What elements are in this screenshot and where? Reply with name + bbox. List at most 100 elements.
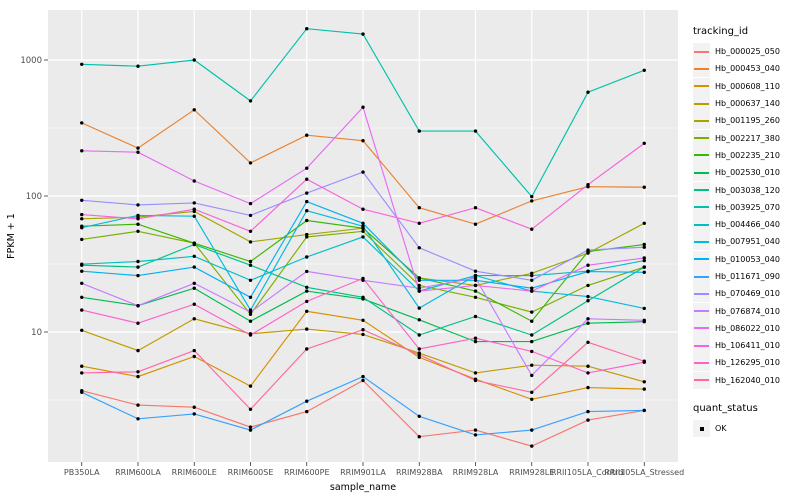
data-point-Hb_003038_120[interactable]: [473, 314, 478, 319]
legend-item-ok[interactable]: OK: [693, 420, 799, 438]
legend-item-Hb_003038_120[interactable]: Hb_003038_120: [693, 181, 799, 199]
data-point-Hb_011671_090[interactable]: [530, 428, 534, 432]
data-point-Hb_000453_040[interactable]: [642, 185, 646, 189]
data-point-Hb_086022_010[interactable]: [586, 263, 590, 267]
data-point-Hb_106411_010[interactable]: [305, 177, 309, 181]
data-point-Hb_004466_040[interactable]: [80, 262, 84, 266]
data-point-Hb_126295_010[interactable]: [586, 371, 590, 375]
data-point-Hb_070469_010[interactable]: [586, 248, 590, 252]
legend-item-Hb_001195_260[interactable]: Hb_001195_260: [693, 112, 799, 130]
data-point-Hb_106411_010[interactable]: [530, 227, 534, 231]
data-point-Hb_002530_010[interactable]: [80, 295, 84, 299]
legend-item-Hb_002530_010[interactable]: Hb_002530_010: [693, 164, 799, 182]
data-point-Hb_070469_010[interactable]: [305, 191, 309, 195]
data-point-Hb_003925_070[interactable]: [80, 62, 84, 66]
data-point-Hb_000025_050[interactable]: [192, 405, 196, 409]
data-point-Hb_003925_070[interactable]: [586, 90, 590, 94]
data-point-Hb_000453_040[interactable]: [136, 146, 140, 150]
data-point-Hb_000608_110[interactable]: [530, 397, 534, 401]
data-point-Hb_003925_070[interactable]: [136, 64, 140, 68]
data-point-Hb_007951_040[interactable]: [136, 213, 140, 218]
data-point-Hb_011671_090[interactable]: [248, 428, 253, 432]
data-point-Hb_010053_040[interactable]: [473, 278, 478, 282]
data-point-Hb_004466_040[interactable]: [248, 278, 253, 282]
data-point-Hb_002217_380[interactable]: [417, 283, 421, 288]
data-point-Hb_076874_010[interactable]: [192, 281, 196, 285]
data-point-Hb_126295_010[interactable]: [305, 299, 309, 304]
data-point-Hb_000637_140[interactable]: [530, 363, 534, 367]
data-point-Hb_003925_070[interactable]: [417, 129, 421, 133]
data-point-Hb_000453_040[interactable]: [248, 161, 253, 165]
data-point-Hb_002217_380[interactable]: [136, 229, 140, 233]
data-point-Hb_004466_040[interactable]: [642, 258, 646, 263]
data-point-Hb_106411_010[interactable]: [586, 183, 590, 187]
data-point-Hb_007951_040[interactable]: [417, 306, 421, 310]
legend-item-Hb_000453_040[interactable]: Hb_000453_040: [693, 60, 799, 78]
data-point-Hb_070469_010[interactable]: [361, 170, 365, 174]
data-point-Hb_010053_040[interactable]: [586, 269, 590, 274]
data-point-Hb_086022_010[interactable]: [417, 289, 421, 293]
data-point-Hb_001195_260[interactable]: [80, 217, 84, 221]
data-point-Hb_106411_010[interactable]: [248, 229, 253, 233]
data-point-Hb_003038_120[interactable]: [136, 265, 140, 269]
data-point-Hb_000637_140[interactable]: [642, 380, 646, 384]
legend-item-Hb_003925_070[interactable]: Hb_003925_070: [693, 198, 799, 216]
data-point-Hb_000637_140[interactable]: [136, 348, 140, 353]
data-point-Hb_162040_010[interactable]: [136, 370, 140, 374]
data-point-Hb_086022_010[interactable]: [361, 105, 365, 109]
data-point-Hb_004466_040[interactable]: [361, 235, 365, 239]
data-point-Hb_002530_010[interactable]: [192, 286, 196, 290]
legend-item-Hb_000608_110[interactable]: Hb_000608_110: [693, 77, 799, 95]
data-point-Hb_000608_110[interactable]: [305, 309, 309, 313]
data-point-Hb_126295_010[interactable]: [248, 333, 253, 337]
legend-item-Hb_070469_010[interactable]: Hb_070469_010: [693, 285, 799, 303]
data-point-Hb_011671_090[interactable]: [192, 412, 196, 416]
data-point-Hb_010053_040[interactable]: [248, 295, 253, 299]
data-point-Hb_086022_010[interactable]: [192, 179, 196, 183]
data-point-Hb_011671_090[interactable]: [642, 408, 646, 413]
legend-item-Hb_106411_010[interactable]: Hb_106411_010: [693, 337, 799, 355]
legend-item-Hb_000025_050[interactable]: Hb_000025_050: [693, 43, 799, 61]
data-point-Hb_002235_210[interactable]: [642, 242, 646, 247]
data-point-Hb_003038_120[interactable]: [192, 242, 196, 247]
data-point-Hb_002235_210[interactable]: [473, 289, 478, 293]
data-point-Hb_000608_110[interactable]: [80, 364, 84, 368]
data-point-Hb_000025_050[interactable]: [305, 409, 309, 414]
data-point-Hb_076874_010[interactable]: [248, 310, 253, 314]
data-point-Hb_000025_050[interactable]: [586, 418, 590, 422]
data-point-Hb_000453_040[interactable]: [361, 139, 365, 143]
data-point-Hb_004466_040[interactable]: [305, 255, 309, 259]
data-point-Hb_004466_040[interactable]: [136, 259, 140, 264]
data-point-Hb_004466_040[interactable]: [530, 273, 534, 278]
data-point-Hb_070469_010[interactable]: [642, 245, 646, 249]
data-point-Hb_070469_010[interactable]: [417, 246, 421, 250]
data-point-Hb_162040_010[interactable]: [248, 407, 253, 411]
data-point-Hb_086022_010[interactable]: [530, 289, 534, 293]
data-point-Hb_000637_140[interactable]: [305, 327, 309, 331]
data-point-Hb_002235_210[interactable]: [305, 218, 309, 223]
data-point-Hb_076874_010[interactable]: [473, 276, 478, 280]
data-point-Hb_000637_140[interactable]: [80, 328, 84, 332]
data-point-Hb_002217_380[interactable]: [361, 229, 365, 233]
data-point-Hb_086022_010[interactable]: [136, 150, 140, 154]
data-point-Hb_000608_110[interactable]: [586, 385, 590, 390]
data-point-Hb_001195_260[interactable]: [248, 240, 253, 244]
data-point-Hb_003925_070[interactable]: [361, 32, 365, 36]
data-point-Hb_162040_010[interactable]: [192, 348, 196, 353]
data-point-Hb_000025_050[interactable]: [530, 444, 534, 448]
data-point-Hb_000608_110[interactable]: [136, 374, 140, 379]
data-point-Hb_003038_120[interactable]: [417, 333, 421, 337]
data-point-Hb_011671_090[interactable]: [136, 417, 140, 421]
data-point-Hb_126295_010[interactable]: [361, 276, 365, 281]
data-point-Hb_076874_010[interactable]: [305, 269, 309, 274]
data-point-Hb_011671_090[interactable]: [586, 409, 590, 414]
data-point-Hb_007951_040[interactable]: [192, 214, 196, 218]
data-point-Hb_004466_040[interactable]: [192, 254, 196, 258]
data-point-Hb_000453_040[interactable]: [473, 222, 478, 226]
data-point-Hb_162040_010[interactable]: [80, 371, 84, 375]
data-point-Hb_126295_010[interactable]: [136, 321, 140, 325]
data-point-Hb_076874_010[interactable]: [586, 317, 590, 321]
data-point-Hb_011671_090[interactable]: [80, 390, 84, 394]
data-point-Hb_000608_110[interactable]: [417, 355, 421, 360]
data-point-Hb_010053_040[interactable]: [136, 273, 140, 278]
